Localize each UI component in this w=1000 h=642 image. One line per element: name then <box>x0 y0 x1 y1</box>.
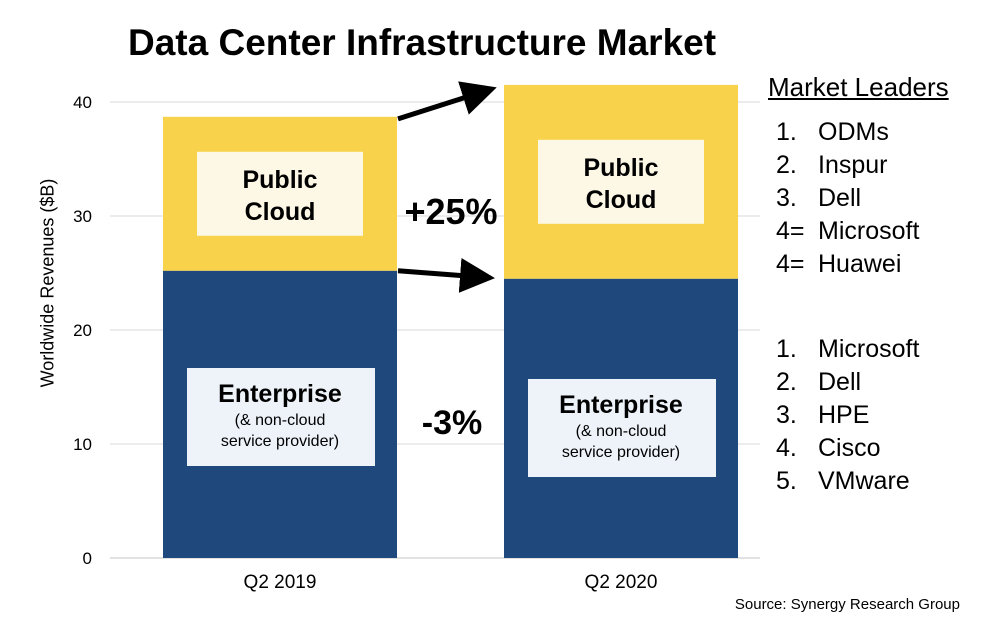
y-tick-label: 20 <box>73 321 92 340</box>
enterprise-sublabel-2: service provider) <box>562 444 680 461</box>
y-tick-labels: 0 10 20 30 40 <box>73 93 92 568</box>
cloud-leaders-list: 1. ODMs 2. Inspur 3. Dell 4= Microsoft 4= Hua… <box>776 116 919 281</box>
list-item: 1. ODMs <box>776 118 889 146</box>
chart-title: Data Center Infrastructure Market <box>128 22 717 63</box>
enterprise-sublabel-2: service provider) <box>221 433 339 450</box>
list-item: 3. HPE <box>776 401 870 429</box>
y-tick-label: 40 <box>73 93 92 112</box>
enterprise-label-box <box>187 368 375 466</box>
list-item: 4. Cisco <box>776 434 881 462</box>
enterprise-label: Enterprise <box>559 391 683 419</box>
y-tick-label: 30 <box>73 207 92 226</box>
source-note: Source: Synergy Research Group <box>734 596 960 613</box>
y-tick-label: 10 <box>73 435 92 454</box>
cloud-growth-label: +25% <box>404 191 497 232</box>
x-tick-label: Q2 2019 <box>244 572 317 593</box>
cloud-label-line2: Cloud <box>586 186 657 214</box>
cloud-growth-arrow <box>397 81 497 122</box>
cloud-label-line2: Cloud <box>245 198 316 226</box>
bars: Public Cloud Enterprise (& non-cloud service… <box>163 84 738 558</box>
list-item: 4= Microsoft <box>776 217 920 245</box>
enterprise-growth-arrow <box>397 257 495 293</box>
market-leaders-title: Market Leaders <box>768 72 949 102</box>
enterprise-growth-label: -3% <box>422 404 482 442</box>
list-item: 4= Huawei <box>776 250 902 278</box>
list-item: 5. VMware <box>776 467 910 495</box>
cloud-label-box <box>197 151 363 236</box>
list-item: 2. Dell <box>776 368 862 396</box>
enterprise-label: Enterprise <box>218 380 342 408</box>
y-tick-label: 0 <box>83 549 92 568</box>
list-item: 1. Microsoft <box>776 335 920 363</box>
x-tick-label: Q2 2020 <box>585 572 658 593</box>
cloud-label-line1: Public <box>242 166 317 194</box>
enterprise-sublabel-1: (& non-cloud <box>576 423 667 440</box>
cloud-label-box <box>538 139 704 224</box>
list-item: 3. Dell <box>776 184 862 212</box>
cloud-label-line1: Public <box>583 154 658 182</box>
y-axis-label: Worldwide Revenues ($B) <box>37 178 58 388</box>
x-tick-labels: Q2 2019 Q2 2020 <box>244 572 658 593</box>
enterprise-sublabel-1: (& non-cloud <box>235 412 326 429</box>
enterprise-label-box <box>528 379 716 477</box>
growth-annotations: +25% -3% <box>397 81 498 442</box>
list-item: 2. Inspur <box>776 151 888 179</box>
enterprise-leaders-list: 1. Microsoft 2. Dell 3. HPE 4. Cisco 5. VMwar… <box>776 333 919 498</box>
